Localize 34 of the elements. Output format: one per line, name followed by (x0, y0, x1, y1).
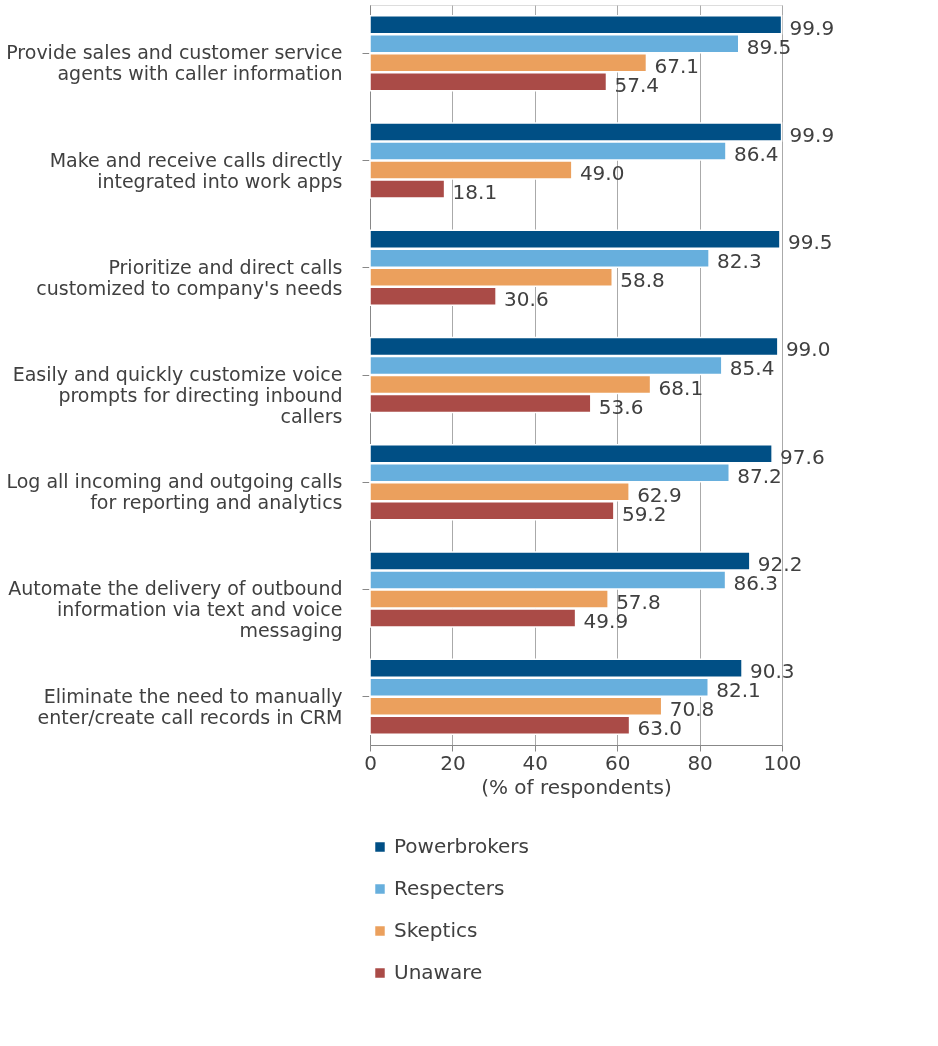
legend-label: Skeptics (394, 918, 478, 942)
data-label: 53.6 (598, 394, 644, 419)
x-tick-label: 40 (522, 750, 549, 775)
data-label: 58.8 (620, 268, 665, 293)
y-tick-label: Eliminate the need to manually enter/create call records in CRM (37, 684, 343, 728)
data-label: 87.2 (737, 463, 782, 488)
data-label: 86.4 (733, 142, 779, 166)
x-tick-label: 80 (687, 750, 713, 775)
legend-label: Respecters (394, 876, 505, 900)
y-tick-label: Easily and quickly customize voice prompts for directing inbound callers (12, 363, 343, 427)
y-tick-label: Prioritize and direct calls customized to company's needs (36, 255, 343, 299)
y-tick-label: Log all incoming and outgoing calls for reporting and analytics (6, 470, 343, 514)
data-label: 89.5 (746, 34, 792, 59)
x-tick-label: 60 (604, 750, 631, 775)
data-label: 99.0 (785, 337, 831, 362)
x-tick-label: 20 (440, 750, 466, 775)
legend-label: Unaware (394, 960, 483, 984)
x-axis-title: (% of respondents) (481, 774, 672, 799)
data-label: 30.6 (504, 287, 549, 312)
data-label: 68.1 (658, 375, 704, 400)
legend-label: Powerbrokers (394, 834, 529, 858)
data-label: 99.5 (787, 230, 833, 255)
data-label: 82.3 (717, 249, 762, 274)
y-tick-label: Automate the delivery of outbound information via text and voice messaging (8, 577, 343, 642)
x-tick-label: 100 (763, 750, 802, 775)
data-label: 99.9 (789, 15, 835, 40)
data-label: 18.1 (452, 180, 498, 205)
data-label: 99.9 (789, 123, 835, 147)
y-tick-label: Provide sales and customer service agents with caller information (6, 41, 343, 85)
x-tick-label: 0 (364, 750, 377, 775)
y-tick-label: Make and receive calls directly integrated into work apps (49, 148, 343, 192)
data-label: 49.0 (579, 161, 625, 186)
data-label: 97.6 (780, 444, 825, 469)
data-label: 85.4 (729, 356, 775, 381)
